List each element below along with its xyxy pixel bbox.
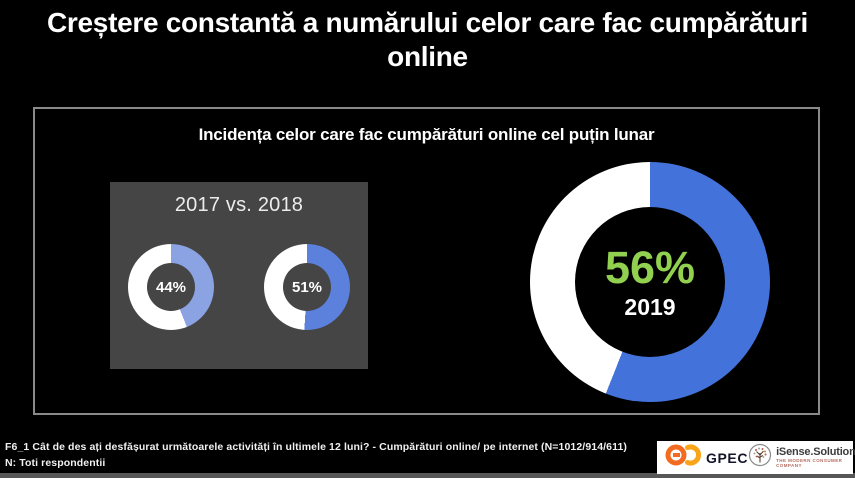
donut-2018-value-label: 51% xyxy=(291,278,323,296)
gpec-logo: GPEC xyxy=(664,442,748,473)
logo-strip: GPEC iSense.Solutions THE MODERN CONSUME… xyxy=(657,441,855,474)
donut-2019-value-label: 56% xyxy=(604,241,696,293)
donut-chart-2018: 51% xyxy=(264,244,350,330)
chart-container-box: Incidența celor care fac cumpărături onl… xyxy=(33,107,820,415)
comparison-panel-title: 2017 vs. 2018 xyxy=(174,194,304,216)
gpec-logo-text: GPEC xyxy=(706,449,749,466)
gpec-rings-icon xyxy=(664,442,702,473)
comparison-panel-2017-2018: 2017 vs. 2018 44% 51% xyxy=(110,182,368,369)
donut-2019-hole: 56% 2019 xyxy=(575,207,725,357)
isense-tree-icon xyxy=(748,443,772,472)
slide-title: Creștere constantă a numărului celor car… xyxy=(47,7,808,72)
donut-2018-hole: 51% xyxy=(283,263,331,311)
footnote-question: F6_1 Cât de des ați desfășurat următoare… xyxy=(5,441,627,453)
donut-2017-value-label: 44% xyxy=(155,278,187,296)
donut-chart-2019: 56% 2019 xyxy=(530,162,770,402)
donut-chart-2017: 44% xyxy=(128,244,214,330)
isense-logo: iSense.Solutions THE MODERN CONSUMER COM… xyxy=(748,443,855,472)
footnote-base: N: Toti respondentii xyxy=(5,457,106,469)
isense-logo-text: iSense.Solutions xyxy=(776,445,855,458)
isense-logo-tagline: THE MODERN CONSUMER COMPANY xyxy=(776,458,843,468)
donut-2017-hole: 44% xyxy=(147,263,195,311)
donut-2019-year-label: 2019 xyxy=(624,293,676,320)
small-donut-row: 44% 51% xyxy=(110,244,368,330)
bottom-divider-bar xyxy=(0,473,855,478)
chart-title: Incidența celor care fac cumpărături onl… xyxy=(198,125,655,144)
